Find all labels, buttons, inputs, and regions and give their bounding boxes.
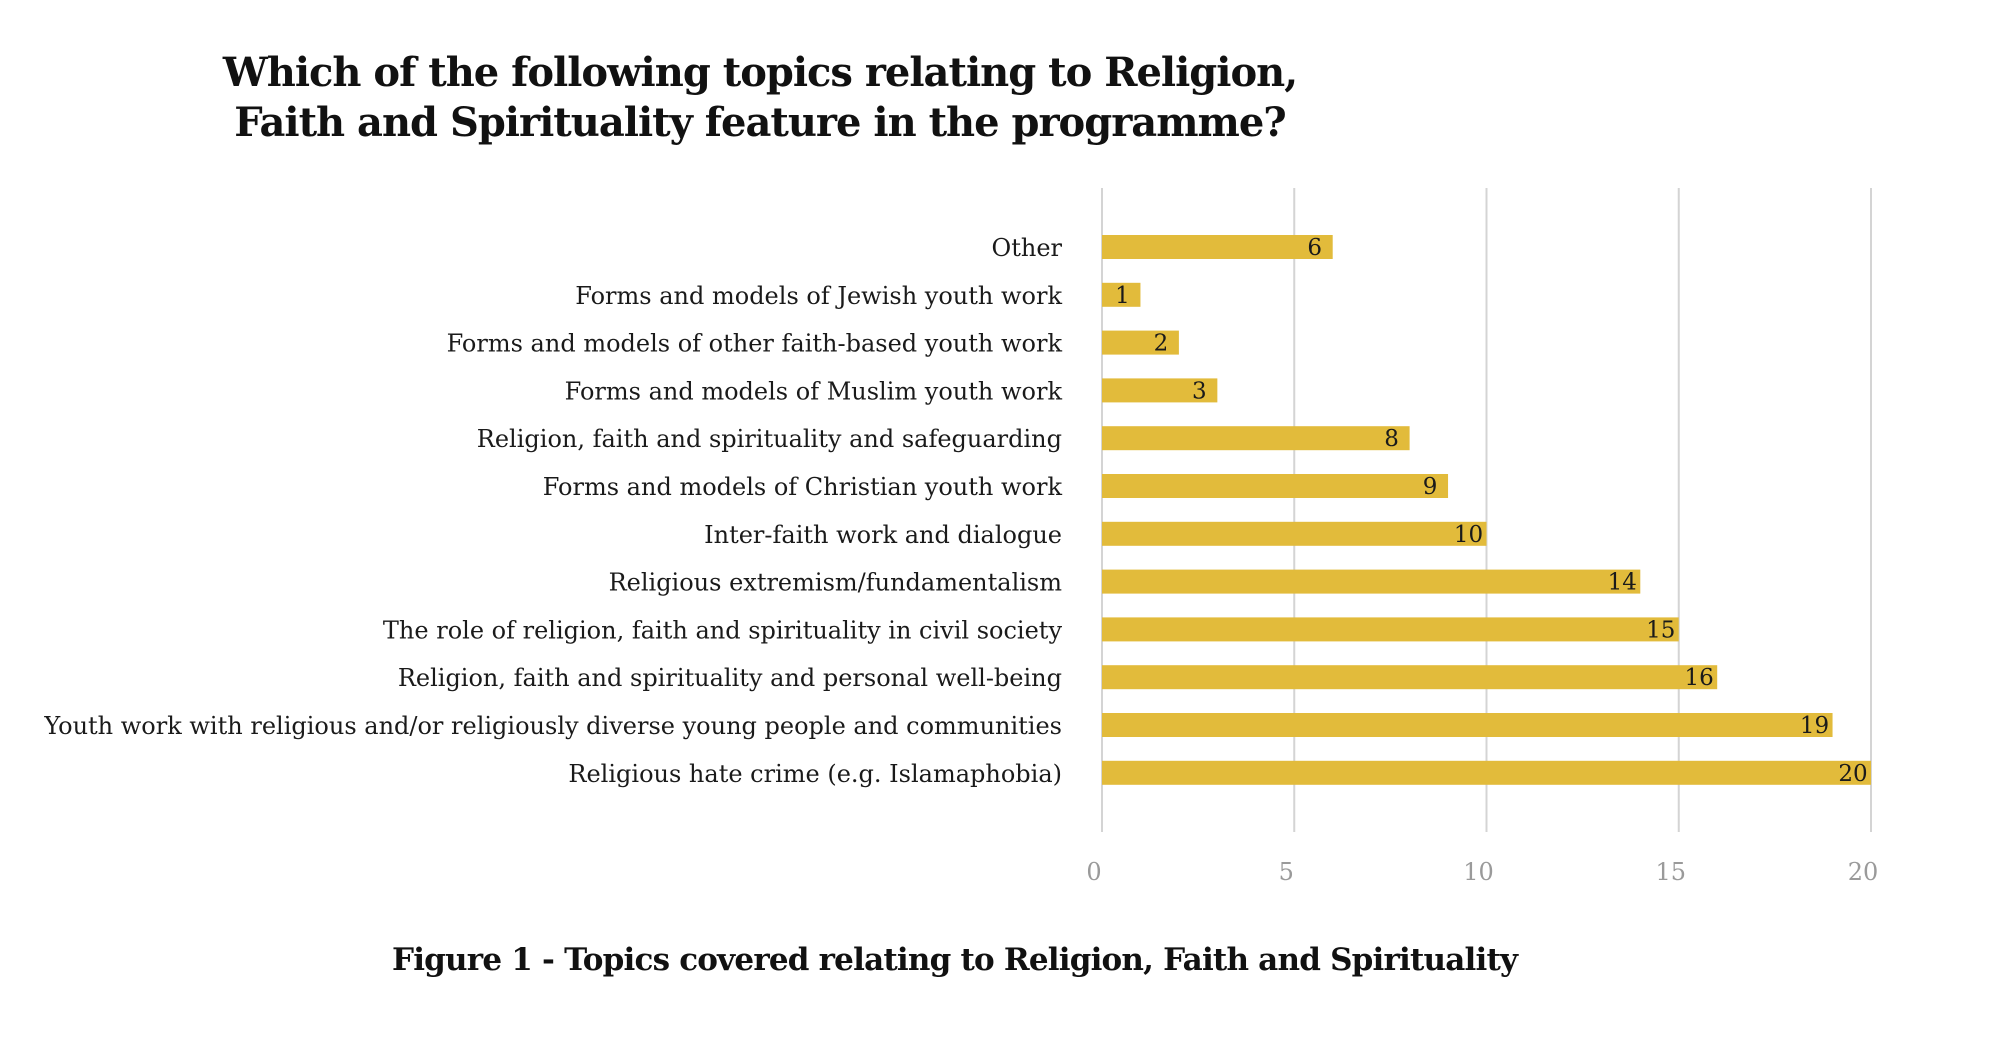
category-label: Forms and models of Muslim youth work: [565, 377, 1063, 405]
chart-title-line-1: Which of the following topics relating t…: [222, 49, 1298, 96]
bar: [1102, 282, 1141, 307]
bar: [1102, 760, 1871, 785]
data-label: 14: [1608, 570, 1637, 596]
category-label: Youth work with religious and/or religio…: [43, 712, 1062, 740]
data-label: 16: [1685, 665, 1714, 691]
bar: [1102, 235, 1333, 259]
data-label: 1: [1115, 283, 1130, 309]
x-tick-label: 10: [1463, 858, 1494, 886]
x-tick-label: 20: [1848, 858, 1879, 886]
bar: [1102, 713, 1833, 737]
figure-caption: Figure 1 - Topics covered relating to Re…: [392, 942, 1518, 978]
x-tick-label: 15: [1655, 858, 1686, 886]
category-label: Forms and models of other faith-based yo…: [447, 330, 1063, 358]
chart-title-line-2: Faith and Spirituality feature in the pr…: [234, 99, 1286, 146]
category-label: Religion, faith and spirituality and per…: [398, 664, 1062, 692]
data-label: 8: [1384, 426, 1399, 452]
data-label: 2: [1154, 331, 1169, 357]
category-label: Religious hate crime (e.g. Islamaphobia): [568, 760, 1062, 788]
category-label: The role of religion, faith and spiritua…: [383, 616, 1063, 644]
category-label: Religious extremism/fundamentalism: [609, 569, 1063, 597]
bar: [1102, 378, 1218, 403]
data-label: 15: [1646, 617, 1675, 643]
x-tick-label: 0: [1086, 858, 1101, 886]
data-label: 9: [1423, 474, 1438, 500]
x-tick-label: 5: [1279, 858, 1294, 886]
bar: [1102, 330, 1179, 355]
category-label: Other: [992, 234, 1063, 262]
category-label: Forms and models of Christian youth work: [543, 473, 1063, 501]
chart-title: Which of the following topics relating t…: [0, 48, 1520, 148]
bar: [1102, 521, 1487, 546]
bar: [1102, 426, 1410, 451]
category-label: Forms and models of Jewish youth work: [575, 282, 1062, 310]
bar: [1102, 665, 1718, 690]
bar: [1102, 474, 1449, 498]
data-label: 6: [1307, 235, 1322, 261]
category-label: Inter-faith work and dialogue: [704, 521, 1062, 549]
category-label: Religion, faith and spirituality and saf…: [477, 425, 1062, 453]
category-labels: Other Forms and models of Jewish youth wo…: [43, 234, 1062, 788]
data-label: 3: [1192, 378, 1207, 404]
data-label: 10: [1454, 522, 1483, 548]
bar: [1102, 617, 1679, 642]
data-label: 20: [1838, 761, 1867, 787]
bars: [1102, 235, 1871, 785]
data-labels: 6 123 89 10 14 15 16 19 20: [1115, 235, 1868, 787]
data-label: 19: [1800, 713, 1829, 739]
bar: [1102, 569, 1641, 594]
x-axis-ticks: 0 5 10 15 20: [1086, 858, 1878, 886]
